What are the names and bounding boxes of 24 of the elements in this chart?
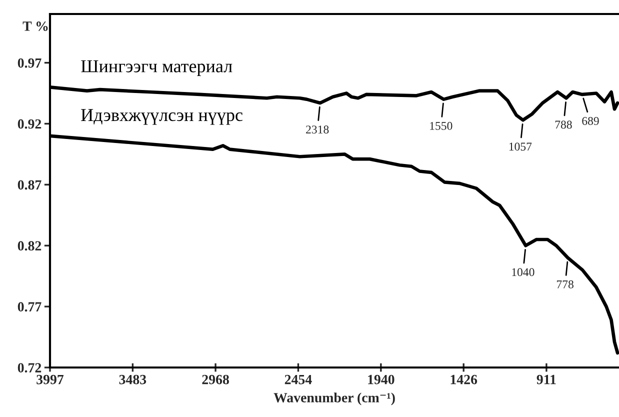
annotation: 689 <box>582 117 599 125</box>
x-tick-label: 3997 <box>36 374 64 384</box>
y-tick-label: 0.92 <box>18 119 42 129</box>
x-tick-label: 1426 <box>450 374 478 384</box>
x-tick-label: 3483 <box>119 374 146 384</box>
annotation: 778 <box>556 280 574 288</box>
y-tick-label: 0.97 <box>18 58 42 68</box>
series-label: Шингээгч материал <box>81 60 232 76</box>
y-tick-label: 0.87 <box>18 180 42 190</box>
x-axis-title: Wavenumber (cm⁻¹) <box>274 392 395 406</box>
x-tick-label: 911 <box>536 374 556 384</box>
x-tick-label: 2454 <box>284 374 312 384</box>
annotation: 788 <box>555 120 572 129</box>
x-tick-label: 1940 <box>368 374 394 384</box>
y-tick-label: 0.72 <box>18 363 42 373</box>
y-axis-title: T % <box>22 22 48 31</box>
annotation: 1550 <box>430 122 452 130</box>
y-tick-label: 0.77 <box>18 302 42 312</box>
x-tick-label: 2968 <box>202 374 229 384</box>
series-label: Идэвхжүүлсэн нүүрс <box>81 109 242 125</box>
annotation: 2318 <box>306 126 329 134</box>
y-tick-label: 0.82 <box>18 241 42 251</box>
annotation: 1057 <box>509 142 532 151</box>
annotation: 1040 <box>512 268 534 276</box>
